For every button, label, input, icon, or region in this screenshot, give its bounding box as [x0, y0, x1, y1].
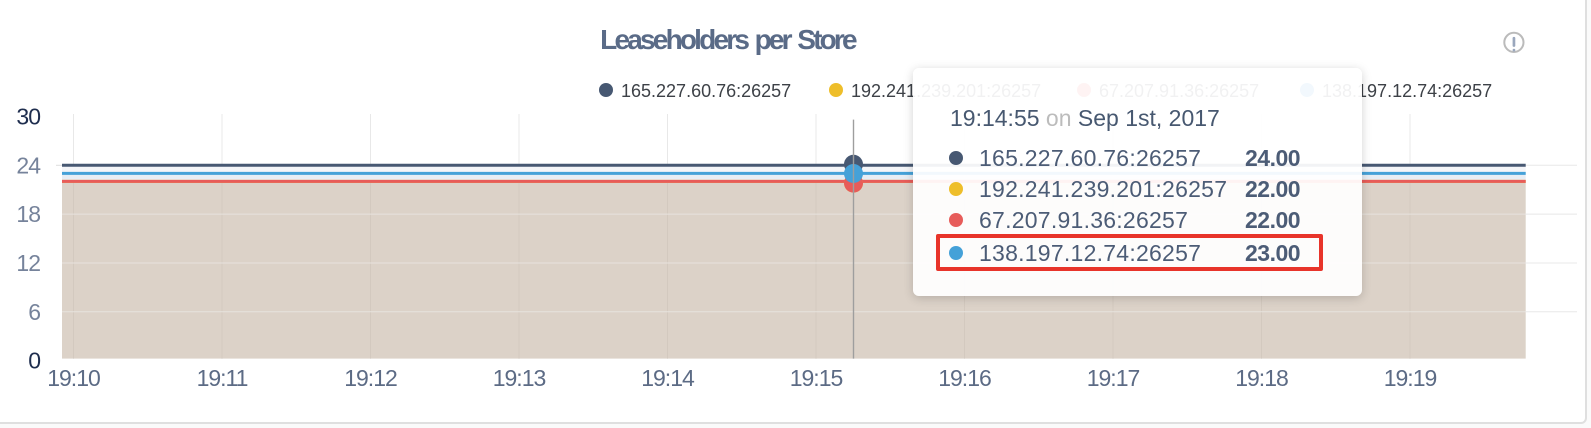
svg-text:19:13: 19:13 [493, 365, 546, 391]
svg-text:19:11: 19:11 [197, 365, 248, 391]
svg-text:19:19: 19:19 [1384, 365, 1437, 391]
svg-text:19:10: 19:10 [47, 365, 100, 391]
svg-text:19:18: 19:18 [1235, 365, 1288, 391]
svg-text:19:17: 19:17 [1087, 365, 1140, 391]
svg-text:24: 24 [16, 152, 41, 178]
svg-text:19:12: 19:12 [344, 365, 397, 391]
svg-text:18: 18 [16, 201, 40, 227]
svg-text:19:14: 19:14 [641, 365, 695, 391]
svg-text:19:15: 19:15 [790, 365, 843, 391]
svg-text:19:16: 19:16 [938, 365, 991, 391]
svg-text:30: 30 [16, 103, 40, 129]
svg-text:12: 12 [16, 250, 40, 276]
svg-text:0: 0 [28, 348, 40, 374]
svg-text:6: 6 [28, 299, 40, 325]
